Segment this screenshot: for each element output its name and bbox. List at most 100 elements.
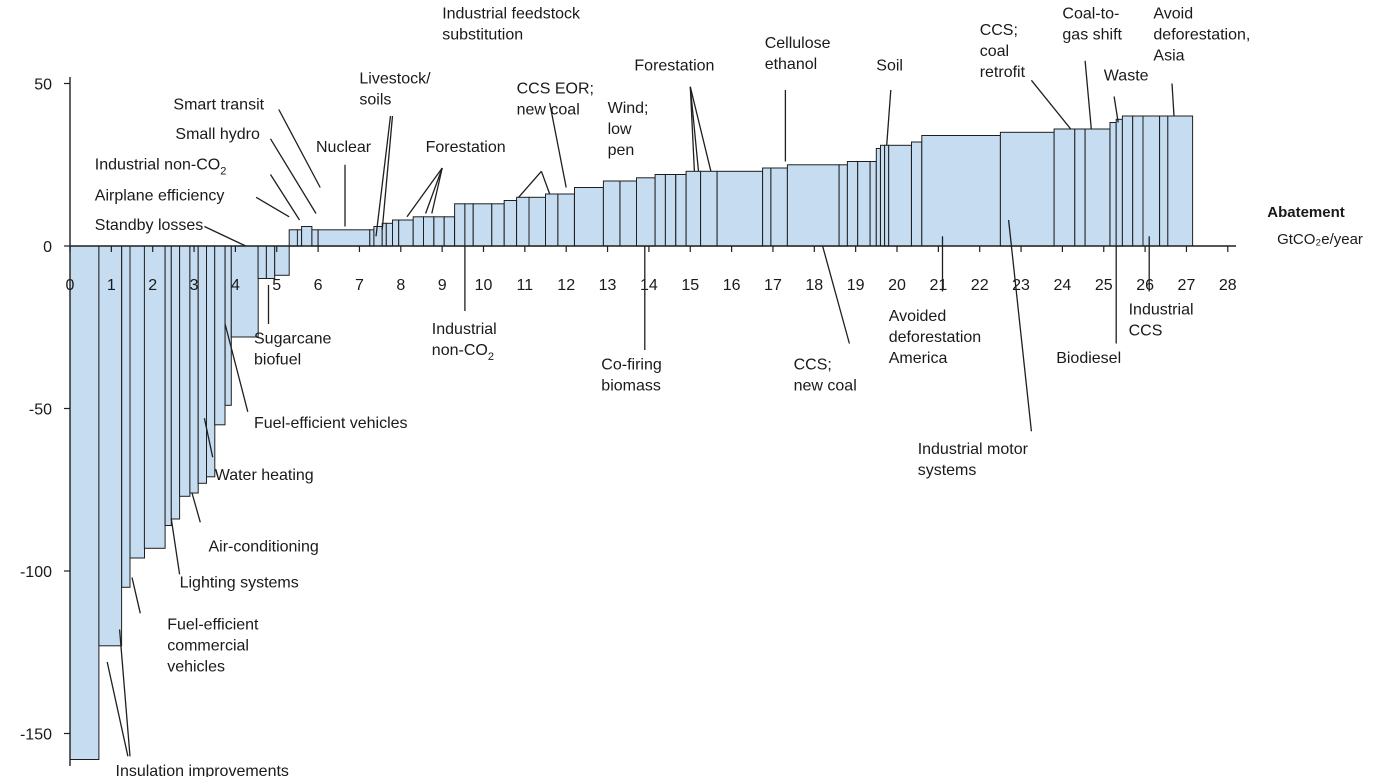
annotation-23: Industrial motor systems — [918, 441, 1029, 479]
x-tick-label-18: 18 — [805, 277, 823, 294]
bar-68 — [1109, 122, 1117, 247]
annotation-3: Airplane efficiency — [95, 188, 225, 205]
bar-2 — [121, 245, 131, 588]
leader-2-0 — [269, 174, 301, 221]
bar-6 — [170, 245, 181, 520]
x-tick-label-5: 5 — [272, 277, 281, 294]
bar-38 — [528, 196, 546, 247]
x-tick-label-20: 20 — [888, 277, 906, 294]
bar-59 — [880, 144, 886, 247]
leader-11-2 — [689, 86, 712, 172]
bar-1 — [98, 245, 123, 647]
annotation-20: Co-firing biomass — [601, 357, 661, 395]
axes-group: 0 1 2 3 4 5 6 7 8 9 10 11 12 13 14 15 16 17 18 19 20 21 22 23 24… — [20, 77, 1237, 766]
bar-23 — [373, 226, 383, 247]
annotation-8: CCS EOR; new coal — [517, 80, 594, 118]
x-axis-title-line-2: GtCO₂e/year — [1277, 231, 1363, 248]
bar-54 — [838, 164, 848, 247]
bar-71 — [1132, 115, 1144, 247]
x-tick-label-24: 24 — [1054, 277, 1072, 294]
annotation-28: Air-conditioning — [209, 539, 319, 556]
leader-27-0 — [203, 418, 214, 458]
leader-7-2 — [431, 167, 443, 214]
leader-29-0 — [170, 518, 181, 575]
bar-36 — [503, 200, 518, 247]
annotation-24: Biodiesel — [1056, 350, 1121, 367]
bar-41 — [574, 187, 604, 247]
annotation-17: Avoid deforestation, Asia — [1153, 6, 1250, 65]
bar-69 — [1115, 118, 1123, 247]
annotation-9: Industrial feedstock substitution — [442, 6, 581, 44]
bar-56 — [857, 161, 871, 247]
leader-13-0 — [886, 89, 892, 146]
x-axis-title-line-1: Abatement — [1267, 204, 1345, 221]
annotation-7: Forestation — [426, 139, 506, 156]
annotation-0: Smart transit — [173, 97, 264, 114]
bar-72 — [1142, 115, 1160, 247]
bar-28 — [412, 216, 425, 247]
y-tick-label-4: -150 — [20, 727, 52, 744]
x-tick-label-11: 11 — [517, 277, 534, 294]
bar-42 — [602, 180, 621, 247]
leader-30-0 — [131, 577, 141, 614]
bar-40 — [557, 193, 575, 247]
bar-29 — [423, 216, 435, 247]
leader-23-0 — [1007, 219, 1033, 432]
bar-25 — [385, 222, 393, 247]
leader-3-0 — [255, 196, 290, 218]
bar-51 — [762, 167, 772, 247]
annotation-12: Cellulose ethanol — [765, 35, 831, 73]
bar-55 — [846, 161, 859, 247]
annotation-19: Industrial non-CO2 — [432, 321, 497, 363]
x-tick-label-27: 27 — [1178, 277, 1196, 294]
annotation-26: Fuel-efficient vehicles — [254, 415, 408, 432]
bar-53 — [786, 164, 840, 247]
y-tick-label-0: 50 — [34, 77, 52, 94]
bar-66 — [1074, 128, 1086, 247]
bar-21 — [317, 229, 371, 247]
leader-21-0 — [821, 245, 851, 344]
annotation-14: CCS; coal retrofit — [980, 22, 1026, 81]
x-tick-label-13: 13 — [599, 277, 617, 294]
leader-7-0 — [406, 167, 443, 218]
x-tick-label-28: 28 — [1219, 277, 1237, 294]
leader-6-1 — [381, 115, 394, 230]
leader-28-0 — [191, 492, 201, 523]
bar-61 — [888, 144, 912, 247]
bar-10 — [206, 245, 216, 478]
bar-11 — [214, 245, 226, 426]
bar-60 — [884, 144, 890, 247]
bar-31 — [443, 216, 456, 247]
bars-group — [69, 115, 1194, 760]
leader-9-0 — [549, 102, 567, 188]
bar-73 — [1159, 115, 1169, 247]
x-tick-label-3: 3 — [190, 277, 199, 294]
bar-34 — [472, 203, 493, 247]
bar-15 — [265, 245, 276, 279]
bar-43 — [619, 180, 637, 247]
annotation-1: Small hydro — [175, 126, 260, 143]
bar-7 — [179, 245, 191, 497]
annotation-27: Water heating — [215, 467, 314, 484]
bar-52 — [770, 167, 788, 247]
x-tick-label-14: 14 — [640, 277, 658, 294]
annotation-4: Standby losses — [95, 217, 204, 234]
leader-8-1 — [540, 171, 551, 195]
leader-31-1 — [118, 629, 131, 757]
leader-11-0 — [689, 86, 696, 172]
annotation-25: Industrial CCS — [1129, 301, 1194, 339]
x-tick-label-1: 1 — [107, 277, 116, 294]
leader-1-0 — [269, 138, 317, 214]
bar-14 — [257, 245, 267, 279]
leader-4-0 — [204, 225, 246, 247]
y-tick-label-2: -50 — [29, 402, 52, 419]
bar-48 — [685, 170, 702, 247]
bar-26 — [392, 219, 400, 247]
bar-65 — [1053, 128, 1076, 247]
annotation-15: Coal-to-gas shift — [1062, 6, 1122, 44]
bar-50 — [716, 170, 764, 247]
annotation-18: Sugarcane biofuel — [254, 331, 331, 369]
bar-39 — [545, 193, 559, 247]
bar-70 — [1121, 115, 1134, 247]
